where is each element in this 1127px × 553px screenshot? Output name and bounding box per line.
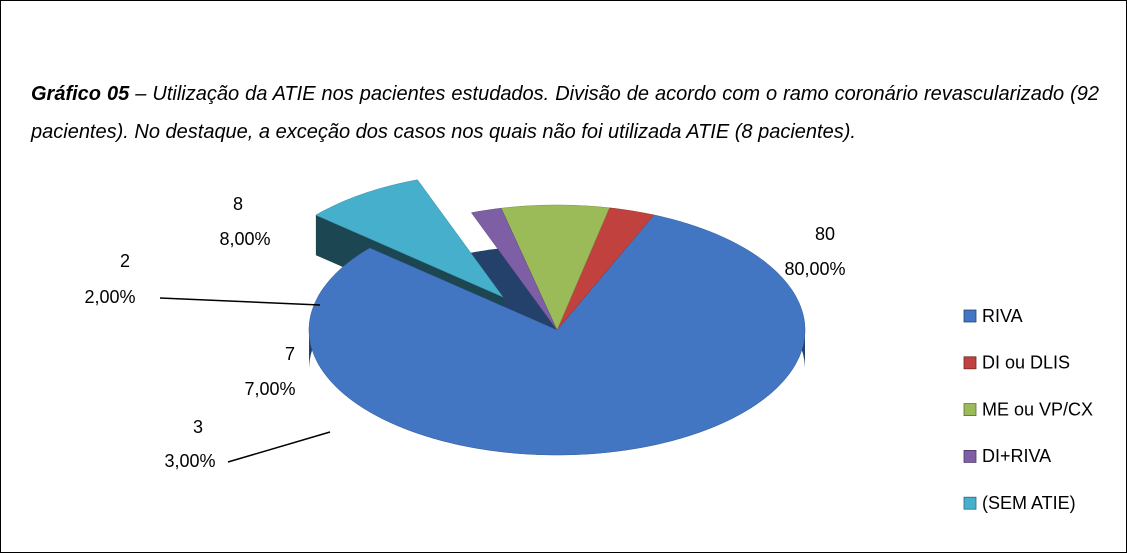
slice: [470, 207, 558, 331]
data-label-count: 80: [815, 224, 835, 244]
legend-swatch: [963, 356, 977, 370]
legend-swatch: [963, 403, 977, 417]
caption-label: Gráfico 05: [31, 83, 130, 105]
data-label-percent: 8,00%: [219, 229, 270, 249]
slice: [308, 214, 806, 456]
legend-label: (SEM ATIE): [982, 493, 1076, 513]
data-label-count: 3: [193, 417, 203, 437]
legend-label: DI+RIVA: [982, 446, 1051, 466]
data-label-count: 7: [285, 344, 295, 364]
data-label-percent: 2,00%: [84, 287, 135, 307]
legend-swatch: [963, 449, 977, 463]
data-label-percent: 80,00%: [784, 259, 845, 279]
legend-swatch: [963, 496, 977, 510]
slice: [500, 204, 610, 331]
data-label-percent: 7,00%: [244, 379, 295, 399]
data-label-count: 2: [120, 251, 130, 271]
slice: [556, 207, 655, 331]
legend-label: DI ou DLIS: [982, 353, 1070, 373]
legend-label: ME ou VP/CX: [982, 399, 1093, 419]
data-label-percent: 3,00%: [164, 451, 215, 471]
legend-label: RIVA: [982, 306, 1023, 326]
slice: [315, 179, 504, 298]
leader-line: [227, 431, 331, 463]
leader-line: [159, 297, 321, 306]
legend-swatch: [963, 309, 977, 323]
data-label-count: 8: [233, 194, 243, 214]
caption: Gráfico 05 – Utilização da ATIE nos paci…: [31, 76, 1099, 151]
caption-text: – Utilização da ATIE nos pacientes estud…: [31, 83, 1099, 143]
